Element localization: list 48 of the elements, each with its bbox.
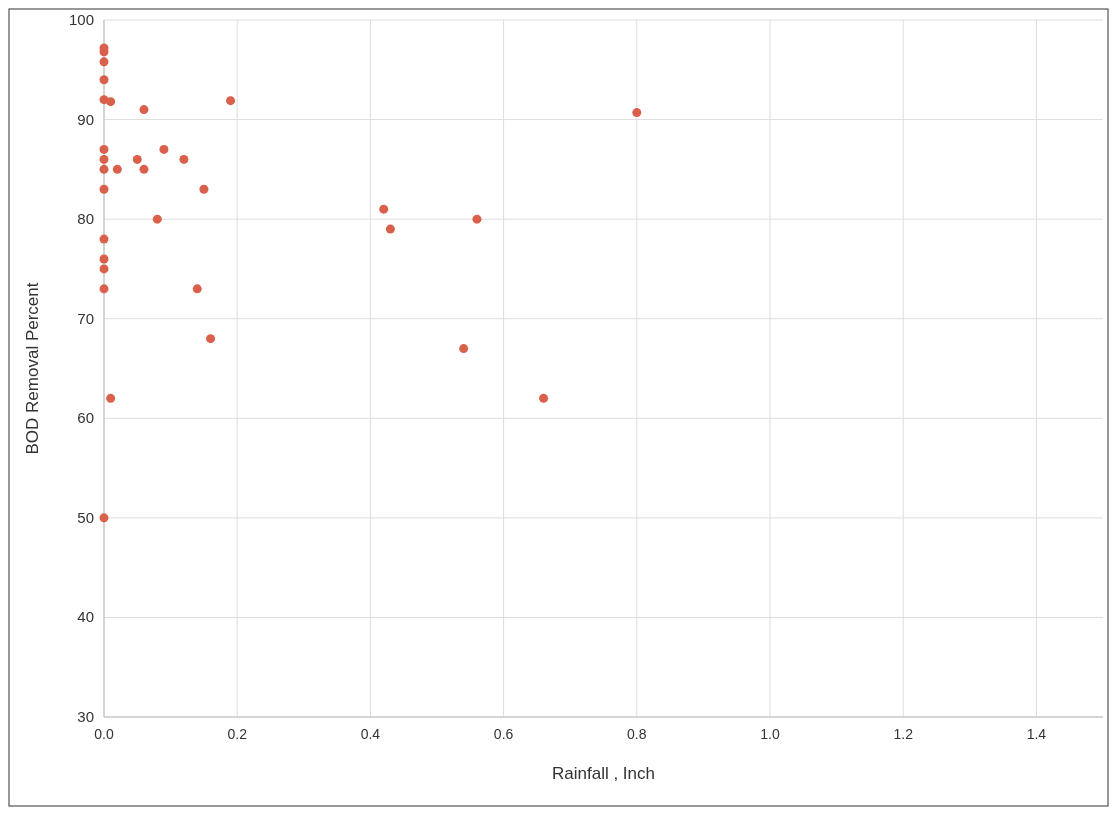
point <box>112 164 122 174</box>
point <box>132 154 142 164</box>
y-tick-label: 90 <box>77 110 94 128</box>
point <box>139 105 149 115</box>
x-tick-label: 0.6 <box>493 726 514 742</box>
point <box>99 284 109 294</box>
point <box>385 224 395 234</box>
point <box>632 108 642 118</box>
point <box>99 164 109 174</box>
point <box>192 284 202 294</box>
point <box>472 214 482 224</box>
point <box>106 97 116 107</box>
point <box>106 393 116 403</box>
point <box>152 214 162 224</box>
point <box>99 154 109 164</box>
x-axis-title: Rainfall , Inch <box>552 764 655 783</box>
point <box>379 204 389 214</box>
point <box>99 75 109 85</box>
y-tick-label: 70 <box>77 309 94 327</box>
x-tick-label: 0.0 <box>94 726 114 742</box>
y-tick-label: 80 <box>77 210 94 228</box>
point <box>99 234 109 244</box>
point <box>459 344 469 354</box>
point <box>199 184 209 194</box>
x-tick-label: 0.2 <box>227 726 248 742</box>
y-tick-label: 60 <box>77 409 94 427</box>
point <box>99 254 109 264</box>
point <box>179 154 189 164</box>
x-tick-label: 0.8 <box>627 726 647 742</box>
y-tick-label: 40 <box>77 608 94 626</box>
point <box>99 513 109 523</box>
y-axis-title: BOD Removal Percent <box>23 282 42 455</box>
point <box>99 57 109 67</box>
y-tick-label: 100 <box>68 11 94 28</box>
x-tick-label: 0.4 <box>360 726 381 742</box>
x-tick-label: 1.0 <box>760 726 780 742</box>
point <box>539 393 549 403</box>
point <box>206 334 216 344</box>
point <box>99 264 109 274</box>
point <box>99 144 109 154</box>
y-tick-label: 30 <box>77 708 94 725</box>
point <box>226 96 236 106</box>
y-tick-label: 50 <box>77 508 94 526</box>
point <box>139 164 149 174</box>
point <box>99 184 109 194</box>
x-tick-label: 1.4 <box>1026 726 1047 742</box>
point <box>159 144 169 154</box>
x-tick-label: 1.2 <box>893 726 914 742</box>
